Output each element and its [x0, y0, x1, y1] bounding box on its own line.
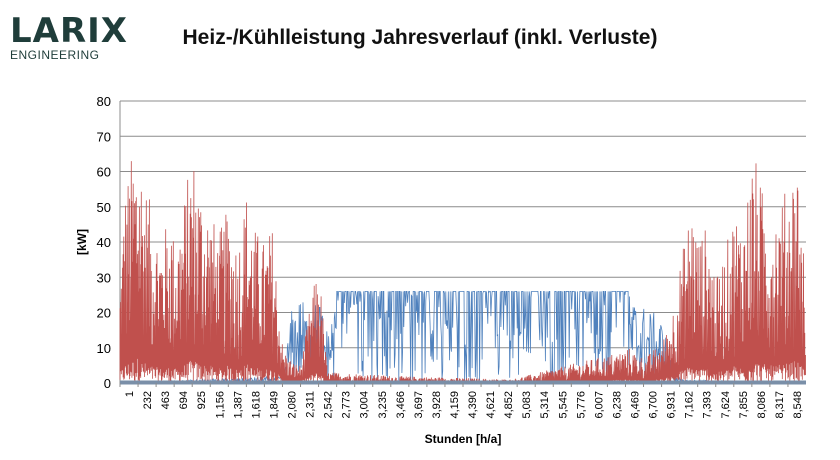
x-tick-label: 925	[196, 391, 208, 409]
x-tick-label: 8,317	[774, 391, 786, 419]
x-tick-label: 3,004	[359, 391, 371, 419]
x-tick-labels: 1 232 463 694 925 1,156 1,387 1,618 1,849 2,080 2,…	[119, 383, 804, 419]
heating-line	[119, 161, 806, 385]
x-tick-label: 8,548	[792, 391, 804, 419]
x-tick-label: 7,624	[720, 391, 732, 419]
y-axis-label: [kW]	[75, 229, 89, 255]
logo-subtitle: ENGINEERING	[10, 48, 100, 62]
y-tick-label: 50	[97, 200, 111, 215]
x-tick-label: 5,083	[521, 391, 533, 419]
x-tick-label: 1,387	[232, 391, 244, 419]
x-axis-label: Stunden [h/a]	[425, 432, 502, 446]
y-tick-label: 10	[97, 341, 111, 356]
x-tick-label: 8,086	[756, 391, 768, 419]
y-tick-label: 80	[97, 94, 111, 109]
x-tick-label: 6,238	[611, 391, 623, 419]
x-tick-label: 3,697	[413, 391, 425, 419]
y-tick-label: 30	[97, 270, 111, 285]
logo: LARIX ENGINEERING	[10, 11, 129, 62]
x-tick-label: 6,931	[666, 391, 678, 419]
x-tick-label: 3,466	[395, 391, 407, 419]
x-tick-label: 463	[160, 391, 172, 409]
x-tick-label: 7,162	[684, 391, 696, 419]
x-tick-label: 5,314	[539, 391, 551, 419]
x-tick-label: 5,776	[575, 391, 587, 419]
x-tick-label: 4,852	[503, 391, 515, 419]
y-tick-label: 40	[97, 235, 111, 250]
x-tick-label: 2,773	[341, 391, 353, 419]
heating-series	[119, 161, 806, 385]
x-tick-label: 4,159	[449, 391, 461, 419]
x-tick-label: 6,469	[630, 391, 642, 419]
x-tick-label: 4,621	[485, 391, 497, 419]
chart-title: Heiz-/Kühlleistung Jahresverlauf (inkl. …	[182, 26, 658, 49]
x-tick-label: 7,393	[702, 391, 714, 419]
x-tick-label: 3,928	[431, 391, 443, 419]
y-tick-labels: 0 10 20 30 40 50 60 70 80	[97, 94, 111, 391]
y-tick-label: 0	[104, 376, 111, 391]
x-tick-label: 1	[124, 391, 136, 397]
y-tick-label: 60	[97, 165, 111, 180]
logo-word: LARIX	[10, 11, 129, 51]
x-tick-label: 1,849	[268, 391, 280, 419]
x-tick-label: 4,390	[467, 391, 479, 419]
x-tick-label: 1,618	[250, 391, 262, 419]
x-tick-label: 6,700	[648, 391, 660, 419]
x-tick-label: 2,080	[287, 391, 299, 419]
x-tick-label: 5,545	[557, 391, 569, 419]
x-tick-label: 6,007	[593, 391, 605, 419]
y-tick-label: 70	[97, 129, 111, 144]
x-tick-label: 694	[178, 391, 190, 409]
x-tick-label: 232	[142, 391, 154, 409]
x-tick-label: 7,855	[738, 391, 750, 419]
x-tick-label: 3,235	[377, 391, 389, 419]
x-tick-label: 2,311	[305, 391, 317, 418]
y-tick-label: 20	[97, 306, 111, 321]
x-tick-label: 1,156	[214, 391, 226, 419]
x-tick-label: 2,542	[323, 391, 335, 419]
